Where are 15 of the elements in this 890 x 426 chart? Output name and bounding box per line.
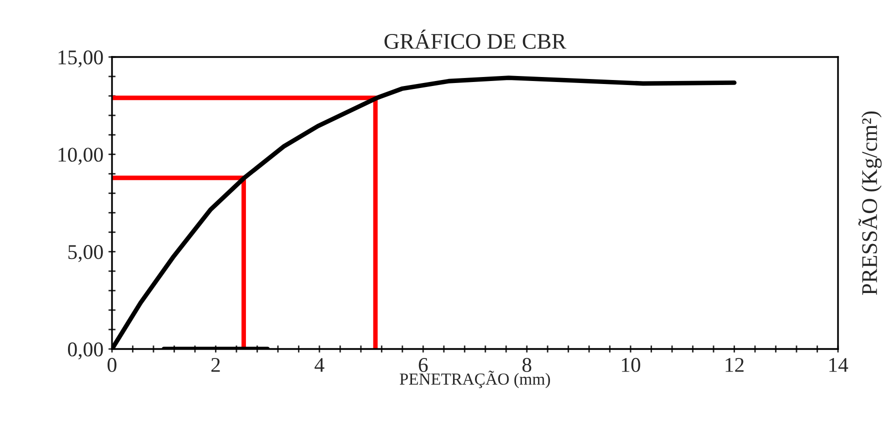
x-tick-label: 2 — [211, 358, 220, 372]
x-tick-label: 6 — [418, 358, 428, 372]
x-tick-label: 4 — [314, 358, 324, 372]
y-tick-label: 10,00 — [58, 148, 103, 165]
y-tick-label: 0,00 — [68, 342, 103, 360]
x-tick-label: 8 — [522, 358, 532, 372]
x-tick-label: 12 — [726, 358, 744, 372]
x-axis-title: PENETRAÇÃO (mm) — [400, 370, 550, 388]
y-axis-title: PRESSÃO (Kg/cm²) — [858, 111, 882, 295]
chart-title: GRÁFICO DE CBR — [384, 30, 566, 49]
x-tick-label: 14 — [829, 358, 848, 372]
x-tick-label: 10 — [622, 358, 640, 372]
x-tick-label: 0 — [108, 358, 116, 372]
y-tick-label: 15,00 — [58, 50, 103, 68]
y-tick-label: 5,00 — [68, 245, 103, 262]
